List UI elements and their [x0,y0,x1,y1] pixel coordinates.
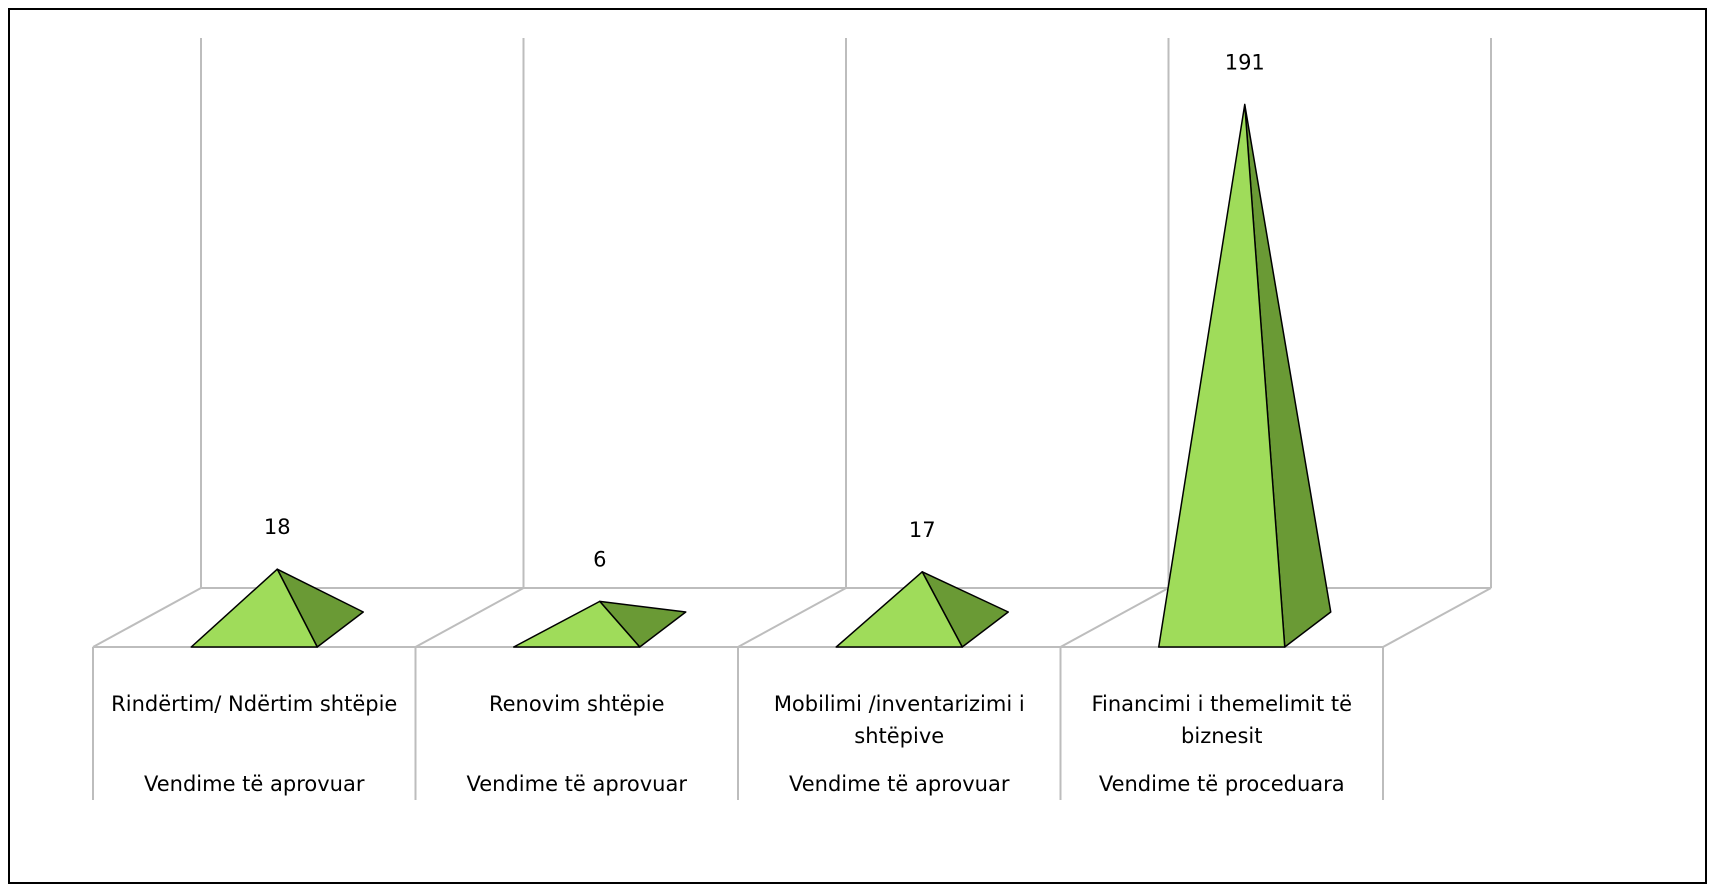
floor-line [1382,587,1492,648]
floor-line [1060,587,1169,648]
category-label: Financimi i themelimit të biznesit [1091,692,1352,748]
floor-line [737,587,847,648]
floor-line [415,587,524,648]
category-group-label: Vendime të aprovuar [467,772,688,796]
pyramid-front [1158,103,1286,648]
data-label: 18 [264,515,291,539]
category-label: Renovim shtëpie [489,692,665,716]
category-label: Mobilimi /inventarizimi i shtëpive [774,692,1025,748]
pyramid-front [835,571,963,648]
chart-frame: Rindërtim/ Ndërtim shtëpie Vendime të apr… [92,38,1492,800]
pyramid-front [513,600,641,648]
data-label: 6 [593,547,606,571]
floor-line [92,587,202,648]
category-label: Rindërtim/ Ndërtim shtëpie [111,692,397,716]
pyramid-front [190,568,318,648]
category-group-label: Vendime të aprovuar [144,772,365,796]
data-label: 191 [1225,51,1265,75]
data-label: 17 [909,518,936,542]
chart-border [8,8,1707,884]
plot-area: 18 6 17 191 [190,51,1332,648]
category-group-label: Vendime të proceduara [1099,772,1345,796]
category-group-label: Vendime të aprovuar [789,772,1010,796]
